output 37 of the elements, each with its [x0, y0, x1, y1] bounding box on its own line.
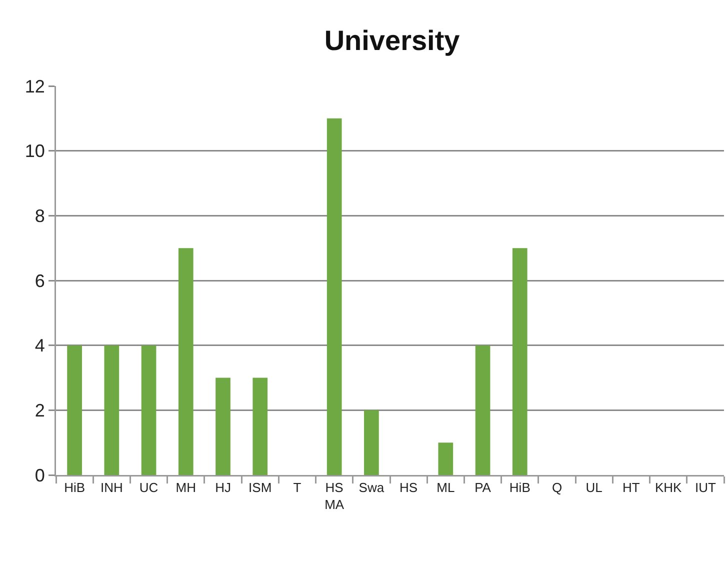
- bar: [252, 378, 268, 475]
- bar: [67, 345, 82, 475]
- x-tick-label: UL: [586, 480, 602, 496]
- x-tick-label: HS: [400, 480, 418, 496]
- y-tick-label: 4: [34, 336, 45, 356]
- x-tick-label: ISM: [248, 480, 272, 496]
- x-tick-label: Swa: [358, 480, 385, 496]
- bar: [141, 345, 156, 475]
- bar: [512, 248, 528, 475]
- bar: [364, 410, 379, 475]
- chart-title: University: [324, 24, 460, 56]
- bar: [326, 118, 342, 475]
- x-tick-label: INH: [100, 480, 123, 496]
- bar: [216, 378, 230, 475]
- y-tick-label: 10: [24, 141, 45, 162]
- bar: [438, 442, 454, 475]
- y-tick-label: 2: [34, 400, 45, 420]
- x-tick-label: UC: [139, 480, 158, 496]
- x-tick-label: IUT: [694, 480, 716, 496]
- x-tick-label: MH: [176, 480, 196, 496]
- x-tick-label: ML: [436, 480, 455, 496]
- x-tick-label: HJ: [215, 480, 231, 496]
- y-tick-label: 6: [34, 270, 45, 291]
- y-tick-label: 0: [34, 465, 45, 486]
- bar: [475, 345, 490, 475]
- x-tick-label: HT: [622, 480, 640, 496]
- bar: [178, 248, 194, 475]
- x-tick-label: HiB: [64, 480, 86, 496]
- y-tick-label: 8: [34, 206, 45, 226]
- bar: [104, 345, 120, 475]
- x-tick-label: PA: [474, 480, 492, 496]
- x-tick-label: KHK: [654, 480, 682, 496]
- x-tick-label: Q: [552, 480, 562, 496]
- x-tick-label: HS MA: [324, 480, 344, 512]
- x-tick-label: HiB: [509, 480, 530, 496]
- y-tick-label: 12: [24, 76, 45, 96]
- x-tick-label: T: [293, 480, 302, 496]
